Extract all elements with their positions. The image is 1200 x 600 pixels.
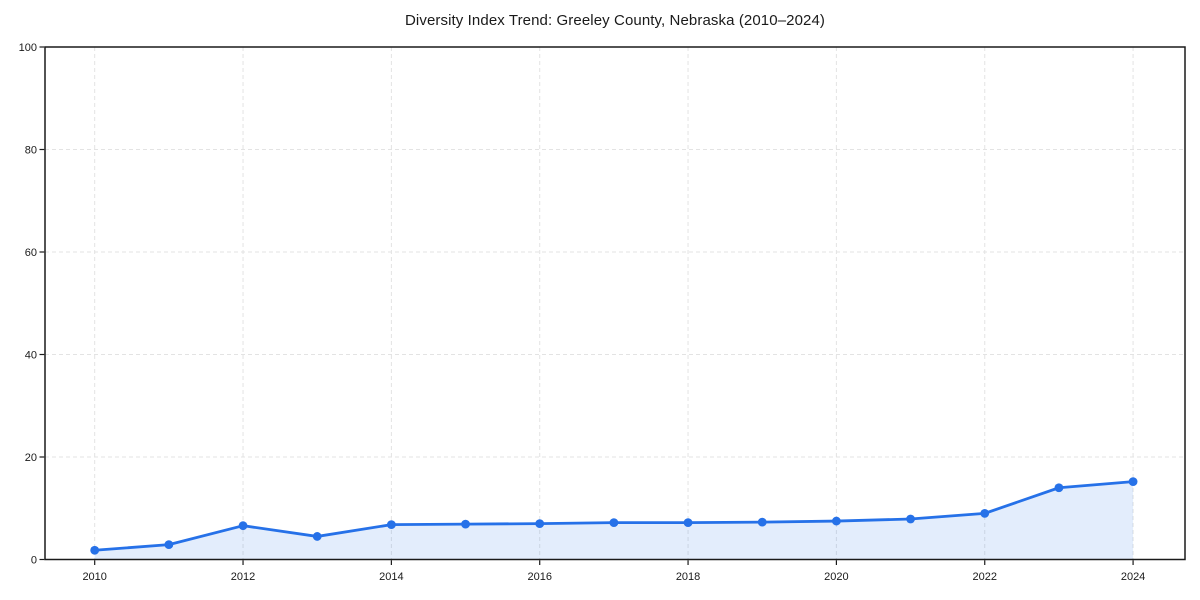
data-point [461, 519, 470, 529]
x-tick-label: 2022 [972, 571, 996, 583]
x-tick-label: 2016 [527, 571, 551, 583]
x-tick-label: 2014 [379, 571, 403, 583]
x-tick-label: 2020 [824, 571, 848, 583]
data-point [1054, 483, 1064, 493]
data-point [90, 545, 100, 555]
data-point [386, 520, 396, 530]
data-point [609, 518, 619, 527]
y-tick-label: 60 [25, 247, 37, 259]
data-point [906, 514, 915, 524]
data-point [535, 519, 545, 529]
series-area-fill [94, 481, 1134, 560]
data-point [164, 540, 174, 550]
x-tick-label: 2012 [231, 571, 255, 583]
data-point [1128, 477, 1138, 486]
data-point [238, 521, 248, 531]
x-tick-label: 2024 [1121, 571, 1145, 583]
data-point [980, 508, 990, 518]
y-tick-label: 40 [25, 349, 37, 361]
data-point [683, 518, 693, 527]
y-tick-label: 100 [19, 42, 37, 54]
chart-title: Diversity Index Trend: Greeley County, N… [405, 12, 825, 29]
plot-border [44, 46, 1186, 561]
data-point [757, 517, 767, 527]
y-tick-label: 80 [25, 144, 37, 156]
y-tick-label: 20 [25, 452, 37, 464]
y-tick-label: 0 [31, 554, 37, 566]
x-tick-label: 2010 [82, 571, 106, 583]
data-point [312, 532, 322, 541]
x-tick-label: 2018 [676, 571, 700, 583]
data-point [831, 516, 841, 526]
